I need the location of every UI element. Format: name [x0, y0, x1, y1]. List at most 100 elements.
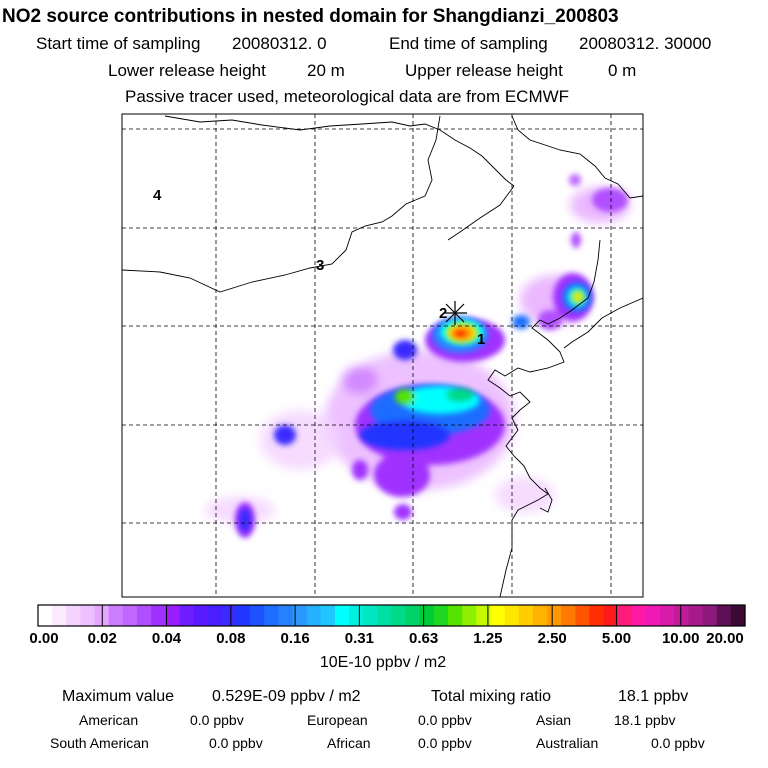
- end-sampling-value: 20080312. 30000: [579, 34, 712, 53]
- colorbar-swatch: [589, 605, 605, 626]
- colorbar-swatch: [363, 605, 378, 626]
- colorbar-swatch: [730, 605, 746, 626]
- colorbar-swatch: [462, 605, 477, 626]
- african-value: 0.0 ppbv: [418, 735, 472, 751]
- colorbar-tick-label: 0.16: [280, 630, 310, 647]
- colorbar-swatch: [603, 605, 619, 626]
- european-value: 0.0 ppbv: [418, 712, 472, 728]
- colorbar-swatch: [660, 605, 675, 626]
- colorbar-swatch: [631, 605, 647, 626]
- start-sampling-label: Start time of sampling: [36, 34, 201, 53]
- start-sampling-value: 20080312. 0: [232, 34, 327, 53]
- colorbar-swatch: [490, 605, 506, 626]
- colorbar-swatch: [306, 605, 322, 626]
- colorbar-tick-label: 0.63: [409, 630, 439, 647]
- colorbar-tick-label: 5.00: [601, 630, 632, 647]
- colorbar-swatch: [532, 605, 548, 626]
- colorbar-tick-label: 2.50: [537, 630, 567, 647]
- colorbar-swatch: [702, 605, 718, 626]
- colorbar-swatch: [235, 605, 251, 626]
- colorbar-swatch: [278, 605, 294, 626]
- colorbar-frame: [37, 604, 746, 627]
- colorbar-swatch: [646, 605, 661, 626]
- colorbar-swatch: [122, 605, 138, 626]
- colorbar-swatch: [561, 605, 576, 626]
- american-label: American: [79, 712, 139, 728]
- australian-value: 0.0 ppbv: [651, 735, 705, 751]
- colorbar-swatch: [151, 605, 166, 626]
- sector-label-3: 3: [316, 257, 324, 274]
- upper-release-label: Upper release height: [405, 61, 563, 80]
- colorbar-swatch: [405, 605, 421, 626]
- colorbar-swatch: [391, 605, 407, 626]
- colorbar-swatch: [334, 605, 350, 626]
- australian-label: Australian: [536, 735, 599, 751]
- colorbar-tick-label: 0.02: [87, 630, 117, 647]
- colorbar-swatch: [264, 605, 279, 626]
- colorbar-swatch: [136, 605, 152, 626]
- colorbar-swatch: [377, 605, 393, 626]
- colorbar-swatch: [504, 605, 520, 626]
- colorbar-swatch: [207, 605, 223, 626]
- colorbar-tick-label: 20.00: [706, 630, 744, 647]
- colorbar-tick-label: 0.08: [216, 630, 246, 647]
- concentration-field: [205, 174, 630, 538]
- colorbar-tick-label: 0.00: [29, 630, 59, 647]
- asian-value: 18.1 ppbv: [614, 712, 676, 728]
- tracer-note: Passive tracer used, meteorological data…: [125, 87, 570, 106]
- colorbar-swatch: [165, 605, 180, 626]
- colorbar-swatch: [433, 605, 449, 626]
- station-marker-icon: [443, 301, 467, 325]
- sector-label-1: 1: [477, 331, 485, 348]
- colorbar-swatch: [66, 605, 82, 626]
- colorbar-swatch: [320, 605, 336, 626]
- map-frame: [121, 113, 644, 598]
- colorbar-tick-label: 10.00: [661, 630, 700, 647]
- colorbar-swatch: [575, 605, 591, 626]
- colorbar-tick-label: 1.25: [473, 630, 503, 647]
- sector-label-4: 4: [153, 187, 162, 204]
- total-mixing-label: Total mixing ratio: [431, 688, 552, 705]
- colorbar-swatch: [518, 605, 534, 626]
- colorbar-swatch: [448, 605, 463, 626]
- south-american-label: South American: [50, 735, 149, 751]
- african-label: African: [327, 735, 371, 751]
- colorbar-tick-label: 0.04: [151, 630, 182, 647]
- colorbar-swatch: [349, 605, 364, 626]
- colorbar-swatch: [52, 605, 67, 626]
- european-label: European: [307, 712, 368, 728]
- colorbar-swatch: [617, 605, 633, 626]
- colorbar-swatch: [221, 605, 237, 626]
- chart-title: NO2 source contributions in nested domai…: [2, 6, 619, 27]
- colorbar-swatch: [108, 605, 124, 626]
- colorbar-swatch: [38, 605, 53, 626]
- colorbar-tick-label: 0.31: [344, 630, 374, 647]
- colorbar-swatch: [292, 605, 308, 626]
- station-label: 2: [439, 305, 447, 322]
- colorbar-swatch: [547, 605, 562, 626]
- colorbar-swatch: [674, 605, 690, 626]
- colorbar-swatch: [193, 605, 209, 626]
- asian-label: Asian: [536, 712, 572, 728]
- max-value-label: Maximum value: [62, 688, 175, 705]
- max-value: 0.529E-09 ppbv / m2: [212, 688, 361, 705]
- american-value: 0.0 ppbv: [190, 712, 244, 728]
- upper-release-value: 0 m: [608, 61, 637, 80]
- end-sampling-label: End time of sampling: [389, 34, 548, 53]
- colorbar: [38, 605, 746, 626]
- lower-release-value: 20 m: [307, 61, 345, 80]
- colorbar-swatch: [716, 605, 732, 626]
- colorbar-swatch: [419, 605, 435, 626]
- colorbar-swatch: [688, 605, 704, 626]
- colorbar-unit: 10E-10 ppbv / m2: [319, 654, 447, 671]
- map-boundaries: [122, 115, 643, 597]
- map-grid: [122, 114, 643, 597]
- total-mixing-value: 18.1 ppbv: [618, 688, 689, 705]
- colorbar-swatch: [476, 605, 492, 626]
- south-american-value: 0.0 ppbv: [209, 735, 263, 751]
- colorbar-swatch: [179, 605, 195, 626]
- colorbar-swatch: [250, 605, 265, 626]
- colorbar-swatch: [80, 605, 96, 626]
- lower-release-label: Lower release height: [108, 61, 266, 80]
